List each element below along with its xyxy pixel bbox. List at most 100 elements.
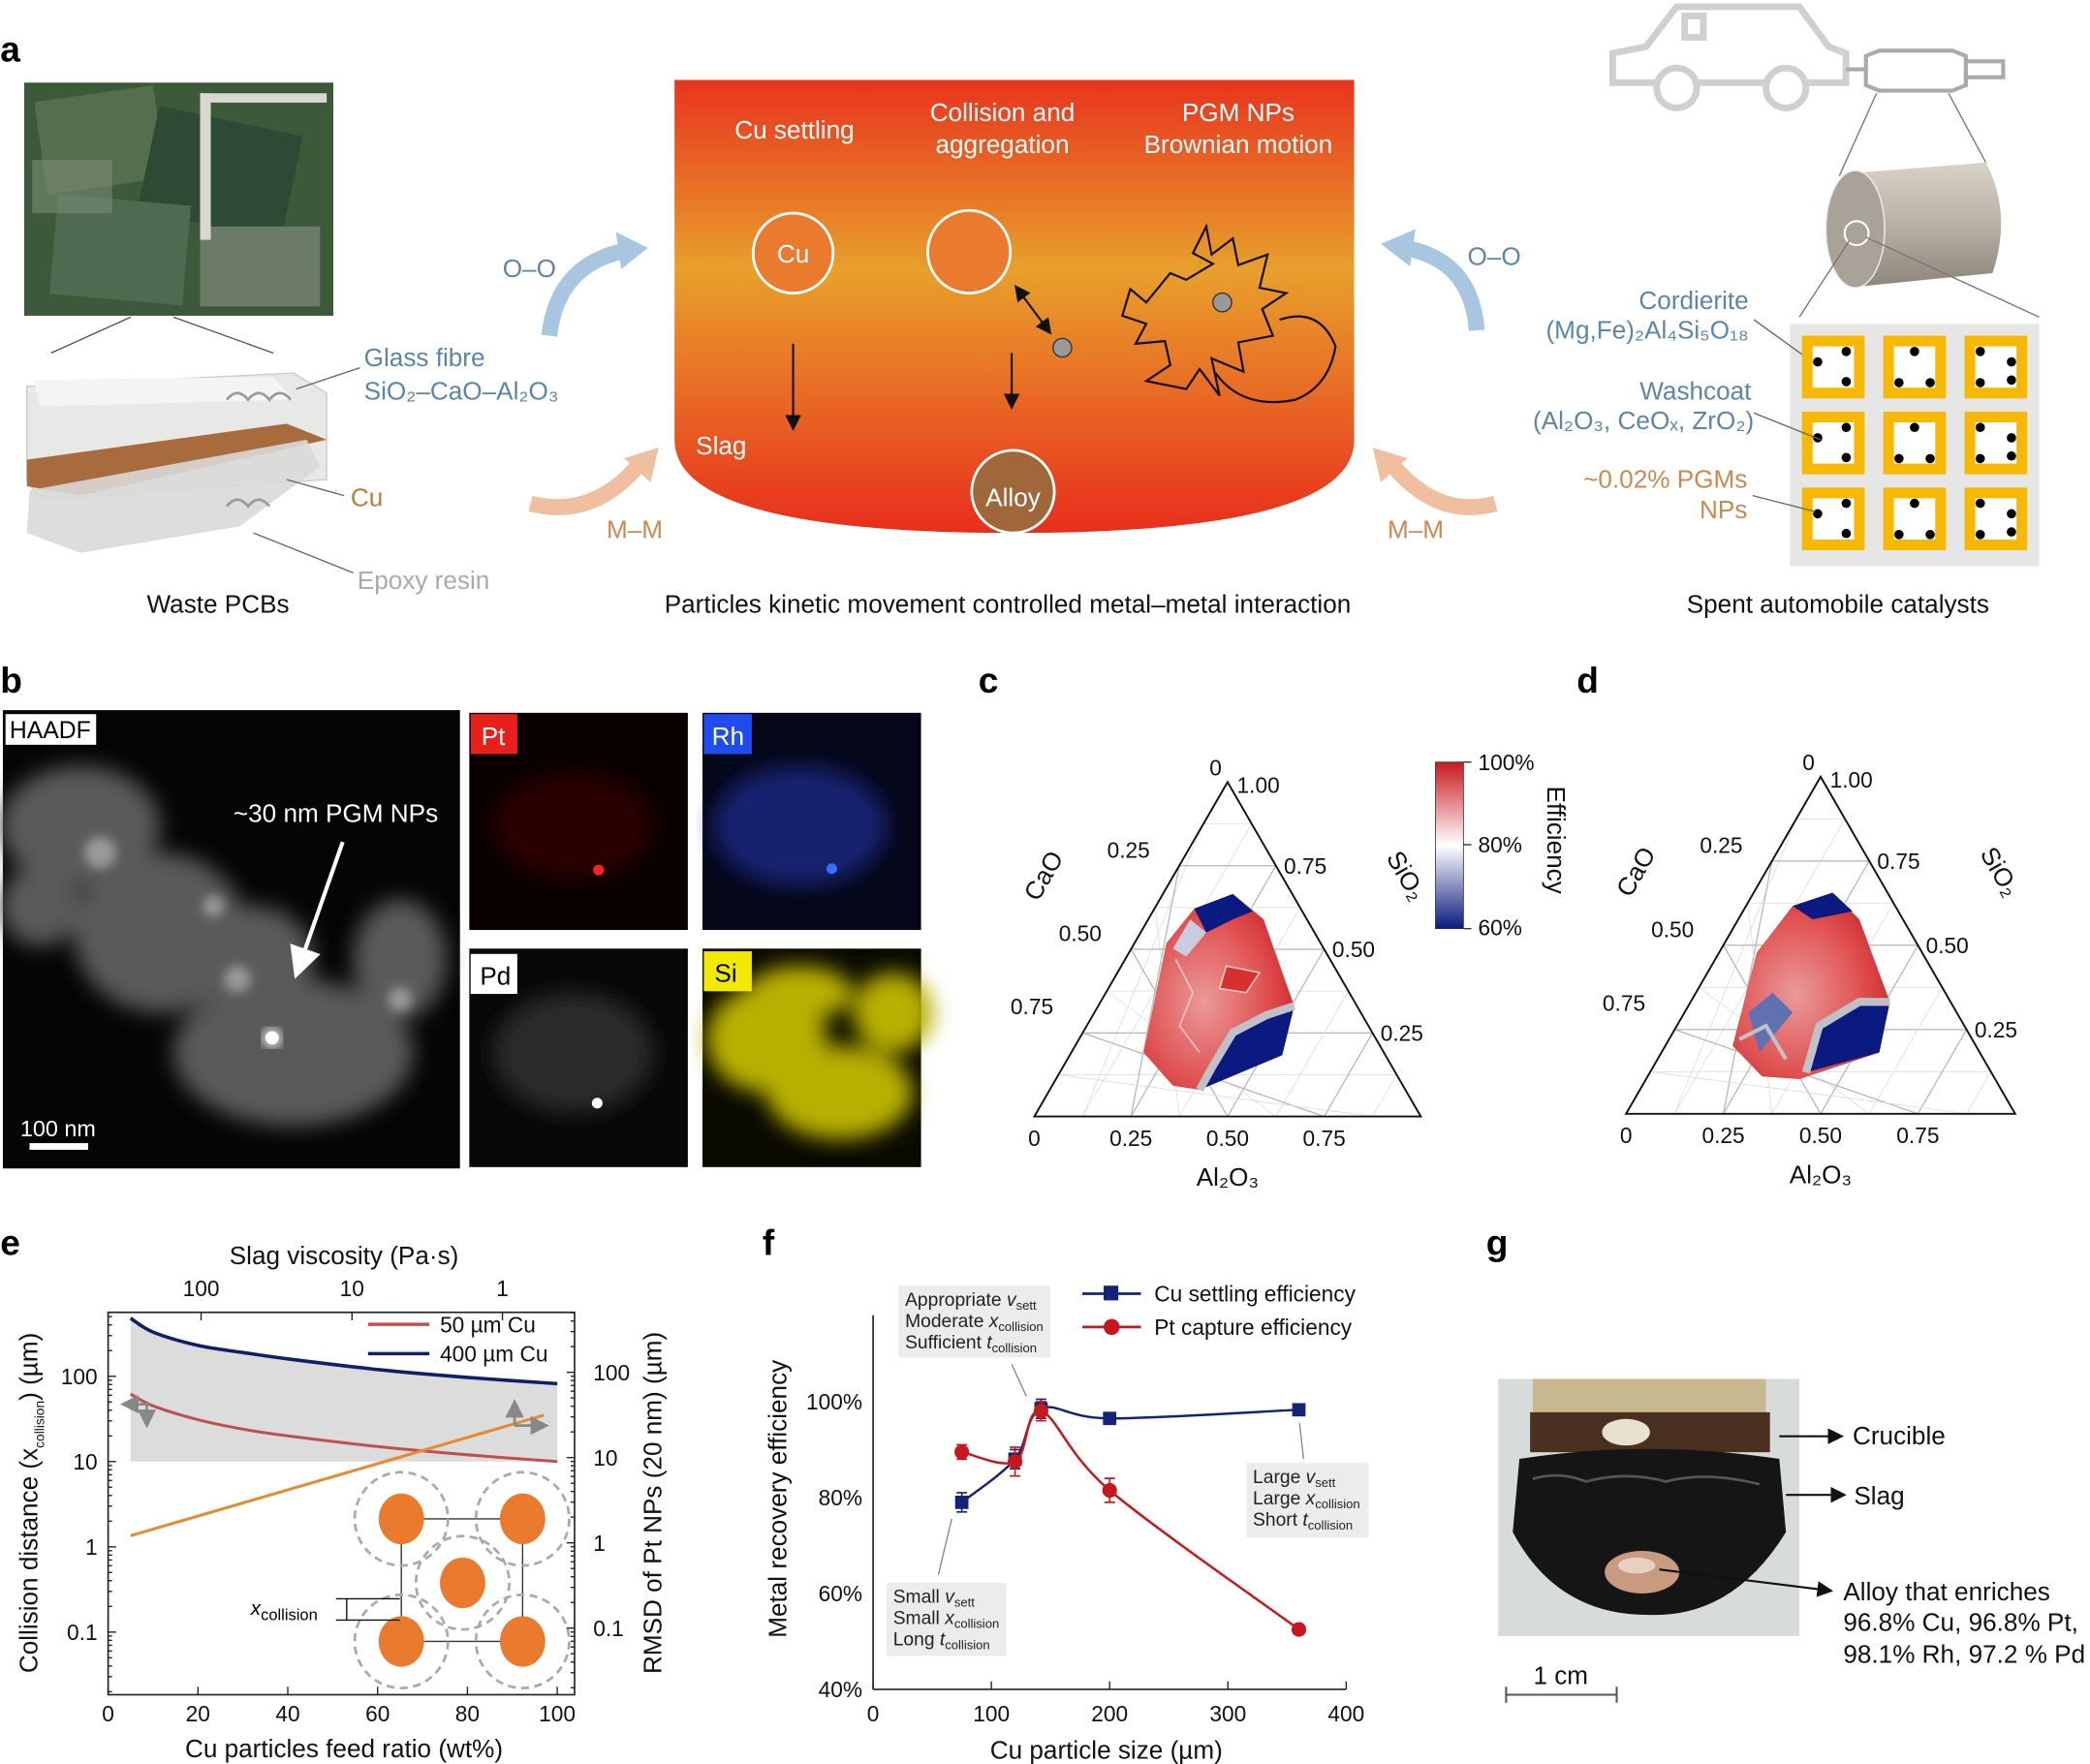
y-axis-title: Collision distance (xcollision) (µm) — [15, 1333, 47, 1673]
y-tick-label: 100 — [61, 1364, 98, 1389]
pt-capture-point — [1102, 1482, 1117, 1499]
panel-label-c: c — [979, 660, 999, 700]
pgm-np-dot — [1841, 422, 1852, 433]
annotation-subscript: collision — [954, 1617, 999, 1631]
si-map: Si — [702, 948, 933, 1167]
annotation-subscript: collision — [1308, 1518, 1353, 1532]
y2-tick-label: 0.1 — [593, 1616, 624, 1641]
right-tick-label: 0.75 — [1284, 853, 1326, 879]
ternary-gridline — [1868, 987, 1943, 1115]
scale-bar — [1505, 1687, 1618, 1703]
efficiency-contour-d — [1732, 892, 1890, 1080]
annotation-leader — [1298, 1422, 1305, 1460]
pt-capture-point — [1007, 1454, 1023, 1470]
annotation-subscript: sett — [1016, 1298, 1037, 1313]
y-tick-label: 80% — [819, 1485, 862, 1510]
rh-map-label: Rh — [712, 722, 744, 751]
cu-layer-label: Cu — [351, 483, 383, 512]
right-tick-label: 0.50 — [1332, 937, 1375, 962]
pgm-np-dot — [1894, 453, 1904, 464]
x-tick-label: 60 — [365, 1701, 390, 1726]
colorbar-title: Efficiency — [1542, 786, 1571, 894]
annotation-line: Sufficient tcollision — [905, 1333, 1037, 1355]
pgm-np-dot — [1910, 347, 1919, 356]
pgm-np-dot — [2007, 375, 2016, 386]
y-tick-label: 10 — [73, 1449, 97, 1474]
annotation-line: Moderate xcollision — [905, 1312, 1044, 1334]
right-tick-label: 0.25 — [1381, 1021, 1423, 1046]
ternary-gridline — [1966, 1071, 1992, 1115]
y-tick-label: 100% — [806, 1389, 862, 1414]
mm-label-left: M–M — [607, 515, 663, 544]
bottom-tick-label: 0.50 — [1206, 1126, 1249, 1151]
annotation-subscript: collision — [998, 1319, 1043, 1334]
pgm-np-dot — [1925, 529, 1935, 540]
cordierite-formula: (Mg,Fe)₂Al₄Si₅O₁₈ — [1545, 315, 1748, 344]
chart-e: 0 20 40 60 80 100 100 10 1 0.1 100 10 1 0.1 100 10 1 50 µ… — [61, 1276, 630, 1726]
panel-c: c 0 0.25 0.50 0.75 0.25 0.50 0.75 0.75 0.50 0.25 0… — [979, 660, 1571, 1191]
catalyst-monolith-icon — [1825, 162, 2002, 289]
oo-arrowhead-right-icon — [1381, 229, 1416, 267]
alloy-label-line2: 96.8% Cu, 96.8% Pt, — [1843, 1607, 2078, 1636]
legend-label: 400 µm Cu — [440, 1342, 547, 1367]
series-rmsd-line — [130, 1413, 545, 1537]
colorbar — [1435, 761, 1464, 930]
x-tick-label: 400 — [1327, 1701, 1364, 1726]
top-tick-label: 10 — [340, 1276, 364, 1301]
right-tick-label: 0.75 — [1877, 849, 1919, 874]
annotation-leader — [937, 1518, 952, 1575]
mm-arrow-left-icon — [528, 458, 646, 515]
waste-pcb-photo — [23, 82, 334, 316]
panel-e: e Slag viscosity (Pa·s) 0 20 40 60 80 100 100 1… — [0, 1222, 667, 1764]
washcoat-formula: (Al₂O₃, CeOₓ, ZrO₂) — [1533, 406, 1754, 435]
annotation-variable: x — [988, 1312, 1000, 1332]
pgm-np-dot — [1841, 528, 1852, 539]
x-tick-label: 20 — [186, 1701, 210, 1726]
cordierite-label: Cordierite — [1638, 286, 1748, 315]
top-axis-title: Slag viscosity (Pa·s) — [230, 1241, 459, 1270]
efficiency-contour-c — [1143, 893, 1296, 1093]
cu-settling-point — [954, 1495, 969, 1509]
bottom-tick-label: 0.75 — [1303, 1126, 1346, 1151]
pgm-np-dot — [1841, 498, 1852, 509]
annotation-subscript: collision — [1315, 1497, 1359, 1511]
y-tick-label: 1 — [85, 1534, 98, 1560]
annotation-text: Large — [1253, 1468, 1306, 1488]
pgm-content-label: ~0.02% PGMs — [1583, 464, 1747, 493]
rh-map: Rh — [702, 712, 921, 931]
pt-map-label: Pt — [482, 722, 506, 751]
cu-settling-label: Cu settling — [734, 115, 854, 144]
annotation-leader — [1011, 1364, 1027, 1397]
panel-label-g: g — [1486, 1222, 1509, 1263]
colorbar-tick: 60% — [1478, 915, 1521, 941]
annotation-text: Long — [893, 1630, 940, 1651]
bottom-tick-label: 0.75 — [1896, 1123, 1939, 1148]
haadf-image — [0, 710, 460, 1169]
annotation-variable: t — [1302, 1510, 1309, 1531]
pgm-np-dot — [2007, 509, 2016, 519]
zoom-line — [1798, 239, 1851, 318]
pgm-nps-annotation: ~30 nm PGM NPs — [234, 799, 438, 828]
annotation-variable: t — [940, 1630, 947, 1651]
pgm-np-dot — [2007, 450, 2016, 461]
annotation-box — [898, 1285, 1051, 1358]
leader-line — [253, 532, 354, 574]
leader-line — [1753, 412, 1822, 441]
right-tick-label: 0.50 — [1926, 933, 1969, 958]
sio2-axis-title: SiO₂ — [1381, 846, 1432, 906]
mm-arrow-right-icon — [1385, 458, 1498, 515]
annotation-text: Small — [893, 1609, 945, 1629]
annotation-line: Large vsett — [1253, 1468, 1336, 1490]
ternary-frame — [1624, 774, 2017, 1115]
pgm-np-dot — [1841, 452, 1852, 463]
panel-label-b: b — [0, 660, 22, 700]
cu-particle-collision-icon — [926, 208, 1013, 294]
legend-marker — [1104, 1318, 1120, 1336]
ternary-gridline — [1324, 1032, 1374, 1117]
pgm-np-dot — [1910, 498, 1919, 509]
legend-label: Cu settling efficiency — [1154, 1282, 1356, 1307]
waste-pcbs-caption: Waste PCBs — [146, 590, 289, 619]
annotation-line: Small xcollision — [893, 1609, 1000, 1631]
pt-capture-point — [1291, 1622, 1307, 1637]
y2-axis-title: RMSD of Pt NPs (20 nm) (µm) — [638, 1332, 667, 1674]
